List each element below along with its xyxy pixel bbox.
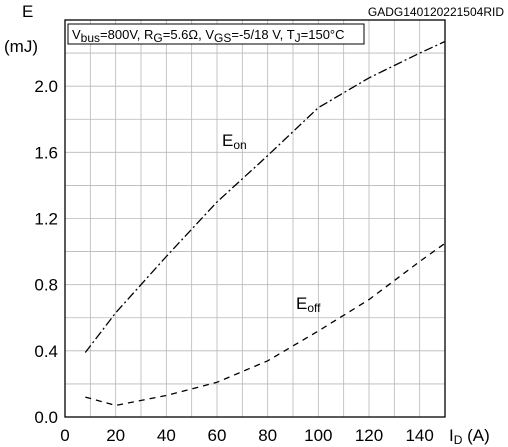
x-tick-label: 120 bbox=[355, 426, 383, 445]
vbus-name: V bbox=[72, 27, 81, 42]
vbus-value: =800V, bbox=[100, 27, 144, 42]
x-tick-label: 140 bbox=[405, 426, 433, 445]
vgs-sub: GS bbox=[214, 31, 231, 45]
rg-value: =5.6Ω, bbox=[163, 27, 206, 42]
figure-code: GADG140120221504RID bbox=[368, 5, 504, 19]
rg-name: R bbox=[144, 27, 153, 42]
series-layer bbox=[84, 40, 446, 407]
y-axis-unit: (mJ) bbox=[4, 37, 38, 56]
x-tick-label: 40 bbox=[157, 426, 176, 445]
grid bbox=[65, 20, 445, 417]
condition-box-frame bbox=[67, 23, 365, 45]
tj-sub: J bbox=[295, 31, 301, 45]
x-tick-label: 20 bbox=[106, 426, 125, 445]
x-tick-label: 60 bbox=[208, 426, 227, 445]
y-tick-labels: 0.0 0.4 0.8 1.2 1.6 2.0 bbox=[34, 77, 58, 427]
y-tick-label: 0.4 bbox=[34, 342, 58, 361]
series-label-eoff: Eoff bbox=[296, 294, 321, 315]
vgs-name: V bbox=[205, 27, 214, 42]
x-axis-sub: D bbox=[454, 433, 463, 447]
vbus-sub: bus bbox=[81, 31, 100, 45]
x-axis-symbol: I bbox=[449, 426, 454, 445]
series-label-eon: Eon bbox=[222, 131, 247, 152]
eon-name: E bbox=[222, 131, 233, 150]
series-line-eoff bbox=[85, 242, 446, 407]
x-tick-label: 0 bbox=[60, 426, 69, 445]
plot-frame bbox=[64, 19, 446, 418]
y-axis-symbol: E bbox=[22, 2, 33, 21]
tj-name: T bbox=[287, 27, 295, 42]
vgs-value: =-5/18 V, bbox=[231, 27, 286, 42]
y-tick-label: 1.2 bbox=[34, 210, 58, 229]
rg-sub: G bbox=[153, 31, 162, 45]
eon-sub: on bbox=[233, 138, 246, 152]
y-tick-label: 0.0 bbox=[34, 408, 58, 427]
y-tick-label: 2.0 bbox=[34, 77, 58, 96]
tj-value: =150°C bbox=[301, 27, 345, 42]
eoff-name: E bbox=[296, 294, 307, 313]
x-axis-unit: (A) bbox=[462, 426, 489, 445]
x-tick-label: 100 bbox=[304, 426, 332, 445]
condition-text: Vbus=800V, RG=5.6Ω, VGS=-5/18 V, TJ=150°… bbox=[72, 27, 345, 45]
series-line-eon bbox=[84, 40, 446, 353]
y-tick-label: 0.8 bbox=[34, 276, 58, 295]
y-tick-label: 1.6 bbox=[34, 143, 58, 162]
condition-box: Vbus=800V, RG=5.6Ω, VGS=-5/18 V, TJ=150°… bbox=[67, 23, 365, 45]
eoff-sub: off bbox=[307, 301, 321, 315]
x-tick-labels: 0 20 40 60 80 100 120 140 bbox=[60, 426, 434, 445]
x-tick-label: 80 bbox=[258, 426, 277, 445]
x-axis-label: ID (A) bbox=[449, 426, 490, 447]
